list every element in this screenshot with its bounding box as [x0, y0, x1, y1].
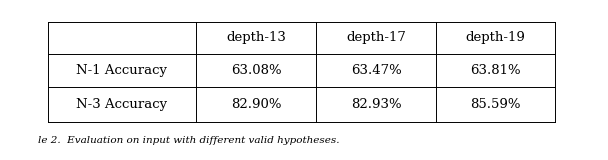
Text: depth-13: depth-13	[226, 32, 286, 44]
Text: le 2.  Evaluation on input with different valid hypotheses.: le 2. Evaluation on input with different…	[38, 136, 339, 145]
Text: 85.59%: 85.59%	[470, 98, 520, 111]
Text: 63.08%: 63.08%	[230, 64, 282, 77]
Text: N-3 Accuracy: N-3 Accuracy	[77, 98, 168, 111]
Text: 63.81%: 63.81%	[470, 64, 521, 77]
Text: depth-17: depth-17	[346, 32, 406, 44]
Text: 82.90%: 82.90%	[231, 98, 282, 111]
Text: 63.47%: 63.47%	[351, 64, 401, 77]
Text: depth-19: depth-19	[466, 32, 525, 44]
Text: N-1 Accuracy: N-1 Accuracy	[77, 64, 167, 77]
Text: 82.93%: 82.93%	[351, 98, 401, 111]
